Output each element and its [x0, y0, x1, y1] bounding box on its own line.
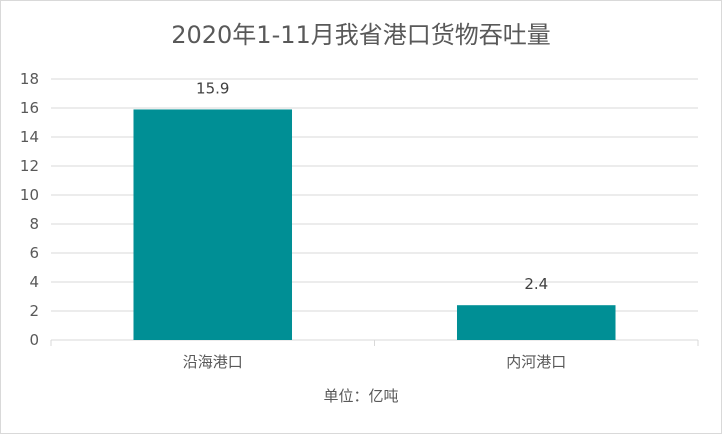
y-tick-label: 18: [20, 70, 39, 88]
y-tick-label: 10: [20, 186, 39, 204]
y-tick-label: 4: [29, 273, 39, 291]
category-label: 内河港口: [506, 353, 566, 371]
data-label: 15.9: [196, 79, 229, 97]
chart-title: 2020年1-11月我省港口货物吞吐量: [171, 21, 551, 49]
y-tick-label: 6: [29, 244, 39, 262]
y-tick-label: 2: [29, 302, 39, 320]
y-tick-label: 12: [20, 157, 39, 175]
y-tick-label: 16: [20, 99, 39, 117]
category-label: 沿海港口: [183, 353, 243, 371]
y-tick-label: 14: [20, 128, 39, 146]
data-label: 2.4: [524, 275, 548, 293]
y-tick-label: 0: [29, 331, 39, 349]
unit-note: 单位：亿吨: [323, 387, 399, 405]
bar: [133, 109, 293, 340]
y-tick-label: 8: [29, 215, 39, 233]
bar: [456, 305, 616, 340]
